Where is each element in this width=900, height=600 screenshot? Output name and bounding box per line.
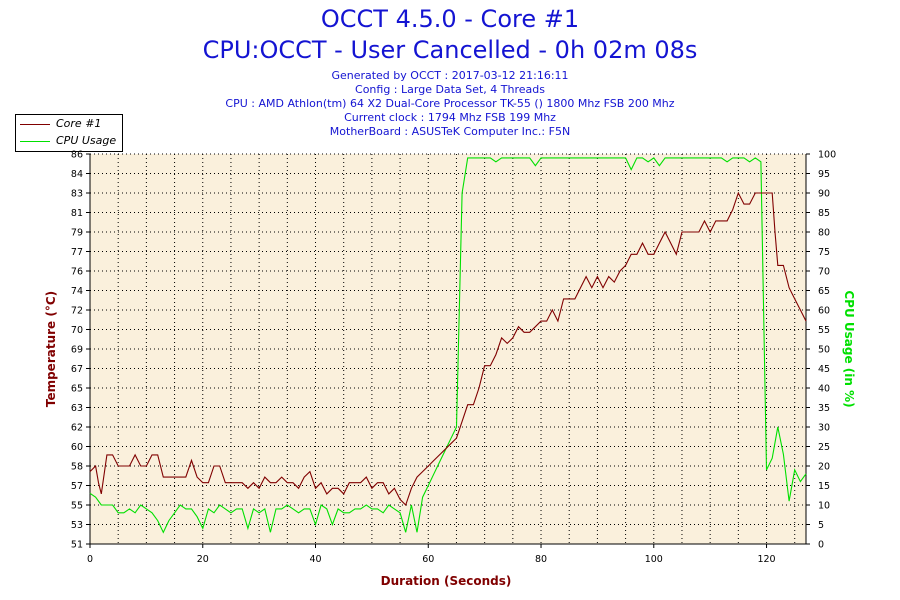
x-tick-label: 40 <box>309 554 321 565</box>
x-tick-label: 120 <box>757 554 775 565</box>
chart-subtitle: CPU:OCCT - User Cancelled - 0h 02m 08s <box>202 36 698 64</box>
y-tick-label-left: 70 <box>71 325 83 336</box>
y-tick-label-right: 40 <box>818 384 830 395</box>
x-tick-label: 60 <box>422 554 434 565</box>
y-tick-label-right: 30 <box>818 423 830 434</box>
y-tick-label-left: 76 <box>71 267 83 278</box>
y-tick-label-right: 10 <box>818 501 830 512</box>
info-clock: Current clock : 1794 Mhz FSB 199 Mhz <box>344 111 556 124</box>
info-motherboard: MotherBoard : ASUSTeK Computer Inc.: F5N <box>329 125 571 138</box>
x-tick-label: 20 <box>197 554 209 565</box>
y-tick-label-right: 55 <box>818 325 830 336</box>
series-line-cpu-usage <box>89 157 807 534</box>
legend-label-cpu-usage: CPU Usage <box>56 134 117 147</box>
y-tick-label-left: 51 <box>71 540 83 551</box>
y-tick-label-left: 58 <box>71 462 83 473</box>
y-tick-label-left: 67 <box>71 364 83 375</box>
y-tick-label-left: 62 <box>71 423 83 434</box>
y-tick-label-right: 15 <box>818 481 830 492</box>
legend-swatch-core1 <box>20 124 50 125</box>
y-tick-label-left: 77 <box>71 247 83 258</box>
y-tick-label-right: 5 <box>818 520 824 531</box>
y-tick-label-left: 84 <box>71 169 83 180</box>
y-tick-label-right: 80 <box>818 228 830 239</box>
y-tick-label-right: 70 <box>818 267 830 278</box>
y-tick-label-left: 60 <box>71 442 83 453</box>
chart-title: OCCT 4.5.0 - Core #1 <box>320 5 580 33</box>
info-generated: Generated by OCCT : 2017-03-12 21:16:11 <box>331 69 569 82</box>
y-tick-label-left: 57 <box>71 481 83 492</box>
y-tick-label-left: 86 <box>71 150 83 161</box>
y-tick-label-left: 72 <box>71 306 83 317</box>
y-tick-label-left: 83 <box>71 189 83 200</box>
y-tick-label-right: 60 <box>818 306 830 317</box>
x-tick-label: 100 <box>645 554 663 565</box>
y-tick-label-left: 53 <box>71 520 83 531</box>
y-tick-label-right: 20 <box>818 462 830 473</box>
y-tick-label-right: 85 <box>818 208 830 219</box>
y-tick-label-right: 100 <box>818 150 836 161</box>
chart-legend: Core #1 CPU Usage <box>15 114 123 152</box>
info-cpu: CPU : AMD Athlon(tm) 64 X2 Dual-Core Pro… <box>225 97 675 110</box>
x-tick-label: 80 <box>535 554 547 565</box>
y-tick-label-right: 45 <box>818 364 830 375</box>
info-config: Config : Large Data Set, 4 Threads <box>355 83 545 96</box>
x-tick-label: 0 <box>87 554 93 565</box>
series-line-core1 <box>89 191 807 507</box>
y-tick-label-right: 35 <box>818 403 830 414</box>
y-tick-label-left: 65 <box>71 384 83 395</box>
y-tick-label-left: 63 <box>71 403 83 414</box>
y-tick-label-right: 50 <box>818 345 830 356</box>
y-tick-label-left: 74 <box>71 286 83 297</box>
y-tick-label-left: 79 <box>71 228 83 239</box>
legend-swatch-cpu-usage <box>20 141 50 142</box>
y-tick-label-right: 95 <box>818 169 830 180</box>
y-tick-label-right: 65 <box>818 286 830 297</box>
y-axis-label-left: Temperature (°C) <box>44 291 58 407</box>
y-tick-label-right: 90 <box>818 189 830 200</box>
y-tick-label-left: 81 <box>71 208 83 219</box>
x-axis-label: Duration (Seconds) <box>381 574 512 588</box>
y-axis-label-right: CPU Usage (in %) <box>842 290 856 407</box>
y-tick-label-right: 0 <box>818 540 824 551</box>
y-tick-label-right: 25 <box>818 442 830 453</box>
legend-item-core1: Core #1 <box>16 116 122 132</box>
y-tick-label-left: 55 <box>71 501 83 512</box>
y-tick-label-left: 69 <box>71 345 83 356</box>
legend-label-core1: Core #1 <box>56 117 102 130</box>
y-tick-label-right: 75 <box>818 247 830 258</box>
legend-item-cpu-usage: CPU Usage <box>16 133 122 149</box>
